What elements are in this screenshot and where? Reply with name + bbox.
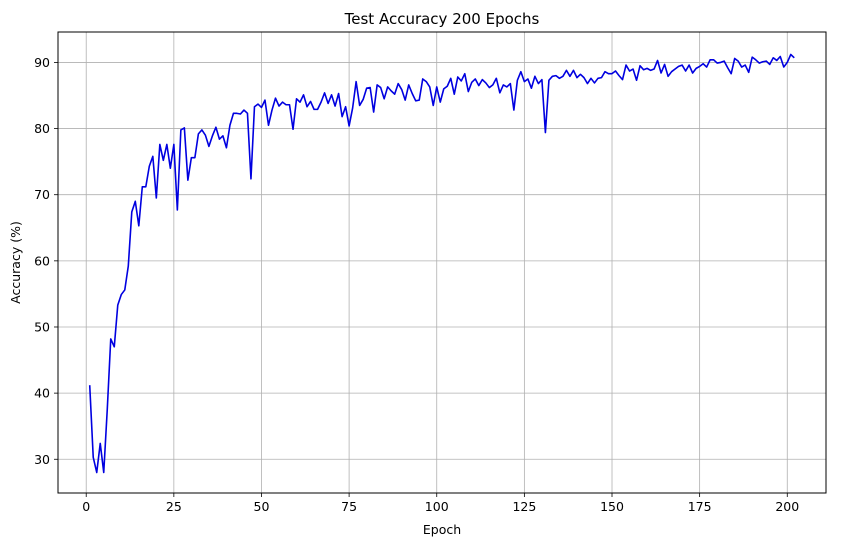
y-tick-label: 50 bbox=[34, 319, 50, 334]
grid-lines bbox=[58, 32, 826, 493]
x-tick-label: 50 bbox=[254, 499, 270, 514]
y-tick-label: 90 bbox=[34, 55, 50, 70]
x-tick-label: 100 bbox=[425, 499, 449, 514]
x-tick-label: 0 bbox=[82, 499, 90, 514]
x-tick-label: 75 bbox=[341, 499, 357, 514]
x-tick-label: 25 bbox=[166, 499, 182, 514]
plot-area-frame bbox=[57, 31, 827, 494]
y-axis-title: Accuracy (%) bbox=[8, 221, 23, 304]
x-axis-ticks: 0 25 50 75 100 125 150 175 200 bbox=[82, 493, 799, 514]
y-tick-label: 80 bbox=[34, 121, 50, 136]
y-tick-label: 40 bbox=[34, 386, 50, 401]
y-tick-label: 70 bbox=[34, 187, 50, 202]
x-tick-label: 200 bbox=[775, 499, 799, 514]
x-tick-label: 125 bbox=[512, 499, 536, 514]
x-tick-label: 175 bbox=[688, 499, 712, 514]
accuracy-series-line bbox=[88, 53, 795, 474]
y-tick-label: 30 bbox=[34, 452, 50, 467]
chart-title: Test Accuracy 200 Epochs bbox=[344, 10, 540, 28]
x-tick-label: 150 bbox=[600, 499, 624, 514]
y-tick-label: 60 bbox=[34, 253, 50, 268]
data-line-layer bbox=[88, 53, 795, 474]
x-axis-title: Epoch bbox=[423, 522, 461, 537]
y-axis-ticks: 30 40 50 60 70 80 90 bbox=[34, 55, 58, 467]
